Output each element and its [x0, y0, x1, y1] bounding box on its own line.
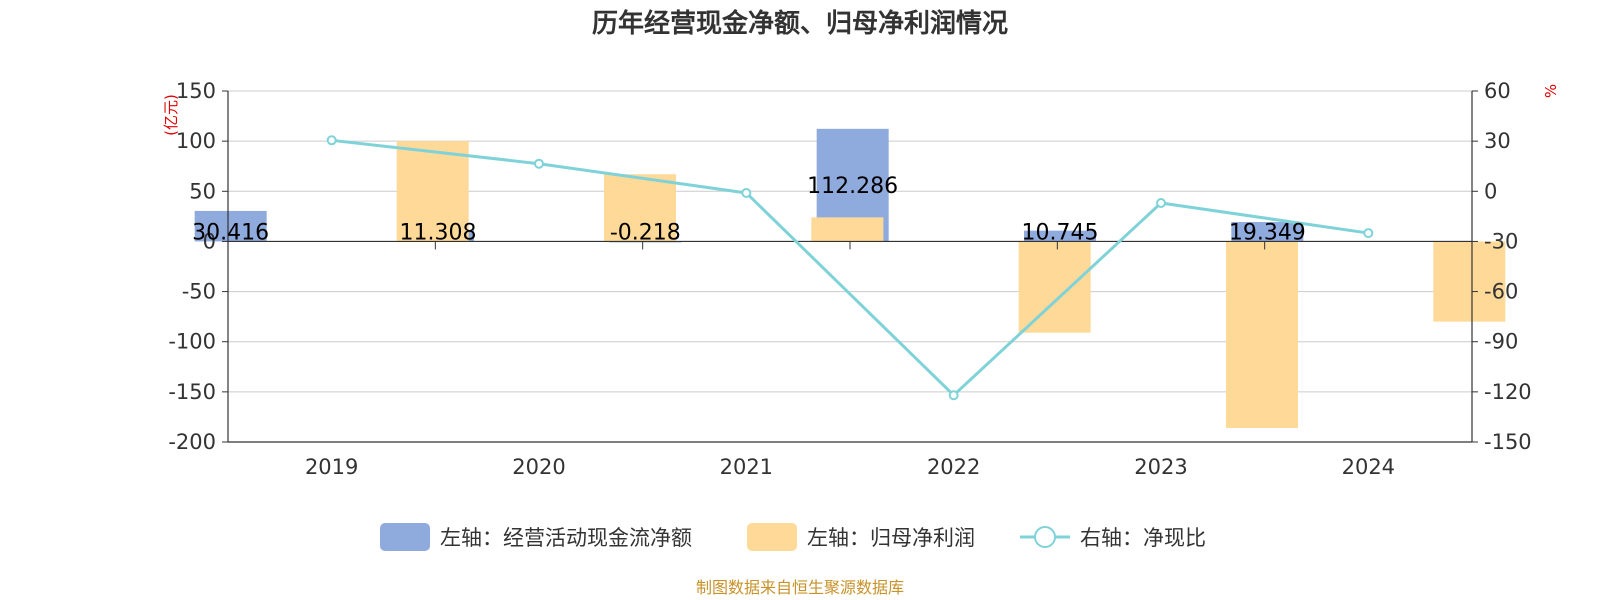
cash-flow-bar: [1231, 222, 1304, 242]
legend: 左轴：经营活动现金流净额 左轴：归母净利润 右轴：净现比: [380, 523, 1206, 551]
legend-swatch-cash-flow: [380, 523, 430, 551]
left-tick-label: -200: [168, 430, 216, 454]
cash-flow-bar: [1024, 230, 1096, 242]
cash-flow-data-label: 112.286: [807, 174, 898, 199]
ratio-point: [948, 390, 959, 401]
legend-swatch-net-profit: [747, 523, 797, 551]
left-tick-label: 100: [176, 129, 216, 153]
left-tick-label: 50: [189, 179, 216, 203]
legend-swatch-ratio-point: [1034, 526, 1056, 548]
net-profit-bar: [811, 217, 884, 242]
left-tick-label: -100: [168, 330, 216, 354]
cash-flow-data-label: 11.308: [400, 220, 477, 245]
right-tick-label: 60: [1484, 79, 1511, 103]
right-tick-label: 0: [1484, 179, 1497, 203]
x-tick-label: 2022: [927, 455, 980, 479]
x-tick-label: 2024: [1342, 455, 1395, 479]
net-profit-bar: [1226, 241, 1298, 428]
ratio-point: [326, 135, 337, 146]
ratio-point: [741, 187, 752, 198]
x-tick-label: 2020: [512, 455, 565, 479]
legend-label-cash-flow: 左轴：经营活动现金流净额: [440, 526, 692, 550]
right-tick-label: 30: [1484, 129, 1511, 153]
data-labels: 30.416 11.308 -0.218 112.286 10.745 19.349: [192, 174, 1306, 245]
x-tick-label: 2023: [1134, 455, 1187, 479]
ratio-point: [534, 158, 544, 169]
source-note: 制图数据来自恒生聚源数据库: [696, 578, 904, 597]
net-profit-bar: [604, 174, 676, 242]
legend-label-net-profit: 左轴：归母净利润: [807, 526, 975, 550]
right-tick-label: -150: [1484, 430, 1532, 454]
ratio-point: [1156, 197, 1166, 208]
cash-flow-data-label: 30.416: [192, 220, 269, 245]
ratio-point: [1363, 228, 1374, 239]
right-tick-label: -60: [1484, 280, 1518, 304]
right-tick-label: -30: [1484, 229, 1518, 253]
cash-flow-data-label: -0.218: [610, 220, 681, 245]
ratio-line: [331, 138, 1369, 398]
left-tick-label: 150: [176, 79, 216, 103]
x-tick-label: 2019: [305, 455, 358, 479]
net-profit-bar: [396, 141, 469, 242]
axes: 150 100 50 0 -50 -100 -150 -200 60 30 0 -30 -60 -90 -1…: [168, 79, 1531, 479]
right-tick-label: -90: [1484, 330, 1518, 354]
net-profit-bar: [1018, 241, 1091, 333]
cash-flow-data-label: 19.349: [1229, 220, 1306, 245]
left-tick-label: -150: [168, 380, 216, 404]
left-axis-unit: (亿元): [162, 94, 180, 136]
x-tick-label: 2021: [720, 455, 773, 479]
line-group: [326, 135, 1374, 401]
left-tick-label: -50: [182, 280, 216, 304]
cash-flow-data-label: 10.745: [1022, 220, 1099, 245]
legend-label-ratio: 右轴：净现比: [1080, 526, 1206, 550]
left-tick-label: 0: [203, 229, 216, 253]
right-axis-unit: %: [1542, 84, 1560, 98]
bar-group: [194, 128, 1506, 428]
chart-title: 历年经营现金净额、归母净利润情况: [592, 8, 1008, 39]
cash-flow-bar: [194, 210, 267, 242]
net-profit-bar: [1433, 241, 1506, 322]
right-tick-label: -120: [1484, 380, 1532, 404]
